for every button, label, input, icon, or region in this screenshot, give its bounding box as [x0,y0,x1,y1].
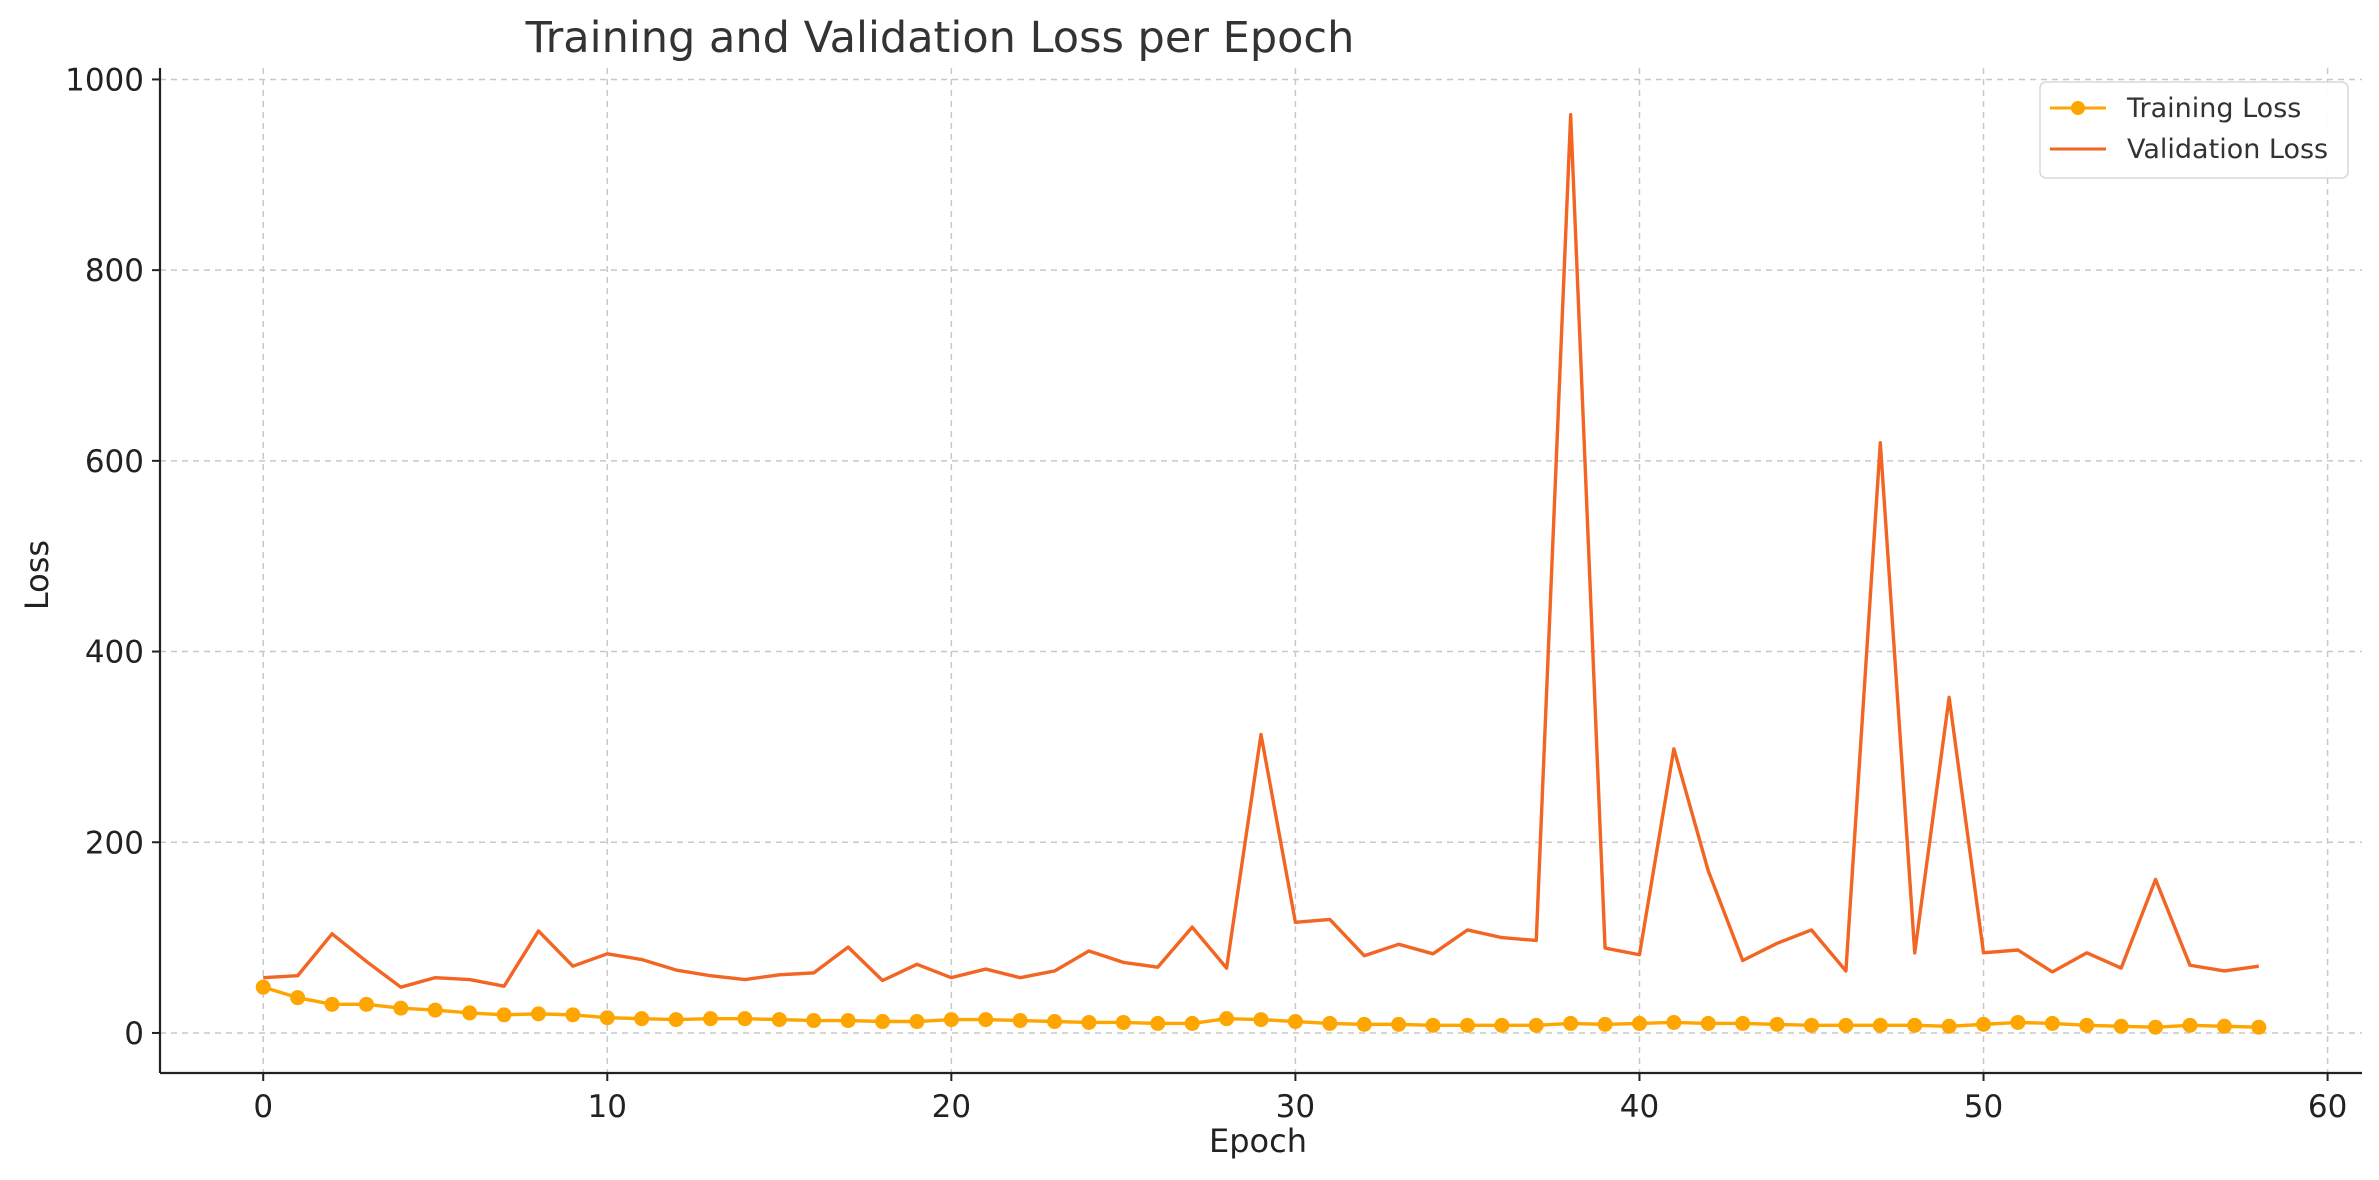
data-point-training-loss [2010,1014,2026,1030]
data-point-training-loss [565,1007,581,1023]
data-point-training-loss [771,1012,787,1028]
y-tick-label: 0 [124,1016,144,1052]
y-tick-label: 200 [85,825,144,861]
data-point-training-loss [1184,1015,1200,1031]
data-point-training-loss [978,1012,994,1028]
data-point-training-loss [875,1014,891,1030]
data-point-training-loss [1494,1017,1510,1033]
data-point-training-loss [530,1006,546,1022]
data-point-training-loss [703,1011,718,1027]
legend-box [2039,81,2349,179]
data-point-training-loss [462,1005,478,1021]
data-point-training-loss [1115,1014,1131,1030]
data-point-training-loss [2113,1018,2129,1034]
data-point-training-loss [2216,1018,2232,1034]
y-tick-label: 1000 [65,62,144,98]
data-point-training-loss [806,1013,822,1029]
data-point-training-loss [1872,1017,1888,1033]
data-point-training-loss [324,996,340,1012]
data-point-training-loss [909,1014,925,1030]
data-point-training-loss [1735,1015,1751,1031]
legend-label-validation: Validation Loss [2127,134,2328,165]
data-point-training-loss [1976,1016,1992,1032]
x-tick-label: 60 [2308,1089,2347,1125]
data-point-training-loss [1804,1017,1819,1033]
data-point-training-loss [840,1013,856,1029]
y-tick-label: 400 [85,635,144,671]
chart-title: Training and Validation Loss per Epoch [525,13,1355,63]
data-point-training-loss [668,1012,684,1028]
data-point-training-loss [496,1007,512,1023]
x-axis-label: Epoch [1209,1122,1307,1160]
data-point-training-loss [1150,1015,1166,1031]
data-point-training-loss [1631,1015,1647,1031]
data-point-training-loss [1081,1014,1097,1030]
data-point-training-loss [2079,1017,2095,1033]
data-point-training-loss [1047,1014,1063,1030]
legend: Training Loss Validation Loss [2039,81,2349,179]
data-point-training-loss [1287,1014,1303,1030]
data-point-training-loss [1941,1018,1957,1034]
y-axis-label: Loss [18,540,56,610]
series-layer [255,113,2267,1035]
x-tick-label: 20 [932,1089,971,1125]
data-point-training-loss [1700,1015,1716,1031]
y-tick-label: 600 [85,444,144,480]
data-point-training-loss [1012,1013,1028,1029]
data-point-training-loss [1322,1015,1338,1031]
data-point-training-loss [1597,1016,1613,1032]
data-point-training-loss [1563,1015,1579,1031]
x-tick-label: 30 [1276,1089,1315,1125]
x-tick-label: 50 [1964,1089,2003,1125]
series-training-loss [255,979,2267,1035]
data-point-training-loss [2044,1015,2060,1031]
y-tick-label: 800 [85,253,144,289]
data-point-training-loss [1907,1017,1923,1033]
x-tick-label: 0 [253,1089,273,1125]
axes [158,68,2362,1075]
data-point-training-loss [1459,1017,1475,1033]
data-point-training-loss [427,1002,443,1018]
data-point-training-loss [393,1000,409,1016]
series-validation-loss [263,113,2260,989]
data-point-training-loss [1769,1016,1785,1032]
data-point-training-loss [1666,1014,1682,1030]
x-tick-label: 40 [1620,1089,1659,1125]
grid [160,68,2362,1073]
data-point-training-loss [255,979,271,995]
data-point-training-loss [2148,1019,2164,1035]
data-point-training-loss [599,1010,615,1026]
data-point-training-loss [1219,1011,1235,1027]
legend-label-training: Training Loss [2126,93,2301,124]
data-point-training-loss [1356,1016,1372,1032]
data-point-training-loss [358,996,374,1012]
data-point-training-loss [2251,1019,2267,1035]
data-point-training-loss [1253,1012,1269,1028]
data-point-training-loss [2182,1017,2198,1033]
data-point-training-loss [290,990,306,1006]
data-point-training-loss [1391,1016,1407,1032]
data-point-training-loss [634,1011,650,1027]
legend-marker-training [2071,101,2085,115]
data-point-training-loss [737,1011,753,1027]
data-point-training-loss [1425,1017,1441,1033]
data-point-training-loss [1838,1017,1854,1033]
data-point-training-loss [943,1012,959,1028]
series-line-validation-loss [263,113,2260,989]
data-point-training-loss [1528,1017,1544,1033]
x-tick-label: 10 [588,1089,627,1125]
